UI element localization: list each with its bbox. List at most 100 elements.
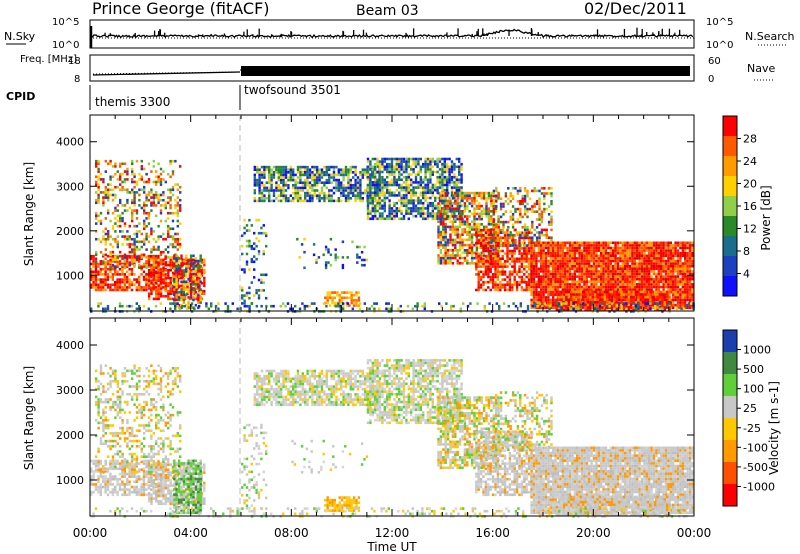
data-cell bbox=[173, 264, 176, 268]
data-cell bbox=[199, 264, 202, 268]
data-cell bbox=[258, 199, 261, 203]
data-cell bbox=[118, 278, 122, 281]
data-cell bbox=[578, 249, 581, 252]
data-cell bbox=[371, 173, 374, 177]
data-cell bbox=[519, 215, 522, 219]
data-cell bbox=[470, 256, 474, 260]
data-cell bbox=[304, 186, 307, 190]
data-cell bbox=[97, 278, 100, 281]
data-cell bbox=[645, 254, 648, 258]
data-cell bbox=[451, 225, 455, 229]
data-cell bbox=[140, 232, 143, 236]
data-cell bbox=[477, 260, 480, 263]
data-cell bbox=[395, 214, 398, 218]
data-cell bbox=[157, 237, 160, 241]
data-cell bbox=[444, 228, 447, 231]
data-cell bbox=[203, 292, 206, 295]
data-cell bbox=[95, 237, 98, 241]
data-cell bbox=[374, 196, 377, 200]
data-cell bbox=[590, 251, 593, 255]
data-cell bbox=[422, 201, 425, 205]
data-cell bbox=[313, 184, 316, 187]
data-cell bbox=[616, 267, 620, 271]
data-cell bbox=[480, 204, 483, 208]
data-cell bbox=[600, 264, 603, 268]
data-cell bbox=[308, 184, 312, 187]
data-cell bbox=[102, 254, 105, 258]
data-cell bbox=[164, 269, 168, 272]
data-cell bbox=[501, 257, 504, 261]
data-cell bbox=[518, 241, 521, 245]
data-cell bbox=[549, 257, 552, 260]
data-cell bbox=[175, 277, 178, 281]
data-cell bbox=[424, 157, 427, 161]
data-cell bbox=[538, 218, 541, 221]
data-cell bbox=[119, 214, 122, 218]
data-cell bbox=[368, 186, 372, 190]
data-cell bbox=[304, 197, 307, 200]
data-cell bbox=[554, 244, 557, 247]
data-cell bbox=[143, 188, 146, 192]
data-cell bbox=[374, 186, 377, 189]
data-cell bbox=[102, 262, 105, 266]
data-cell bbox=[366, 188, 370, 192]
data-cell bbox=[162, 237, 165, 241]
data-cell bbox=[490, 191, 493, 195]
data-cell bbox=[612, 272, 615, 276]
data-cell bbox=[167, 211, 170, 215]
data-cell bbox=[188, 269, 192, 272]
data-cell bbox=[566, 241, 569, 245]
data-cell bbox=[638, 264, 641, 268]
data-cell bbox=[492, 239, 496, 242]
data-cell bbox=[258, 197, 261, 200]
data-cell bbox=[133, 265, 136, 268]
data-cell bbox=[545, 192, 548, 195]
data-cell bbox=[466, 249, 469, 252]
data-cell bbox=[337, 186, 340, 190]
data-cell bbox=[547, 298, 550, 302]
data-cell bbox=[650, 241, 653, 245]
data-cell bbox=[173, 267, 176, 271]
data-cell bbox=[573, 288, 576, 291]
data-cell bbox=[619, 264, 622, 268]
data-cell bbox=[436, 217, 439, 221]
data-cell bbox=[463, 207, 467, 210]
data-cell bbox=[185, 254, 188, 258]
data-cell bbox=[631, 254, 634, 258]
data-cell bbox=[528, 207, 532, 211]
data-cell bbox=[543, 210, 546, 213]
data-cell bbox=[95, 214, 98, 218]
data-cell bbox=[456, 249, 459, 252]
data-cell bbox=[621, 283, 624, 286]
data-cell bbox=[588, 288, 591, 291]
data-cell bbox=[152, 263, 155, 267]
data-cell bbox=[388, 183, 391, 187]
data-cell bbox=[131, 180, 134, 184]
data-cell bbox=[508, 262, 512, 266]
data-cell bbox=[556, 259, 560, 263]
data-cell bbox=[179, 243, 182, 246]
data-cell bbox=[463, 191, 467, 195]
data-cell bbox=[437, 210, 440, 213]
data-cell bbox=[518, 249, 521, 253]
data-cell bbox=[448, 157, 451, 161]
data-cell bbox=[150, 274, 153, 277]
data-cell bbox=[518, 252, 521, 255]
data-cell bbox=[446, 170, 449, 174]
data-cell bbox=[478, 207, 481, 210]
data-cell bbox=[147, 287, 151, 290]
data-cell bbox=[376, 178, 379, 182]
data-cell bbox=[458, 217, 462, 221]
data-cell bbox=[126, 170, 129, 173]
data-cell bbox=[643, 264, 646, 268]
data-cell bbox=[466, 204, 469, 208]
data-cell bbox=[378, 197, 381, 200]
data-cell bbox=[552, 259, 555, 263]
data-cell bbox=[626, 246, 629, 250]
data-cell bbox=[475, 241, 478, 245]
data-cell bbox=[405, 168, 408, 171]
data-cell bbox=[366, 157, 370, 161]
data-cell bbox=[485, 204, 488, 208]
data-cell bbox=[446, 212, 449, 215]
data-cell bbox=[523, 231, 526, 235]
